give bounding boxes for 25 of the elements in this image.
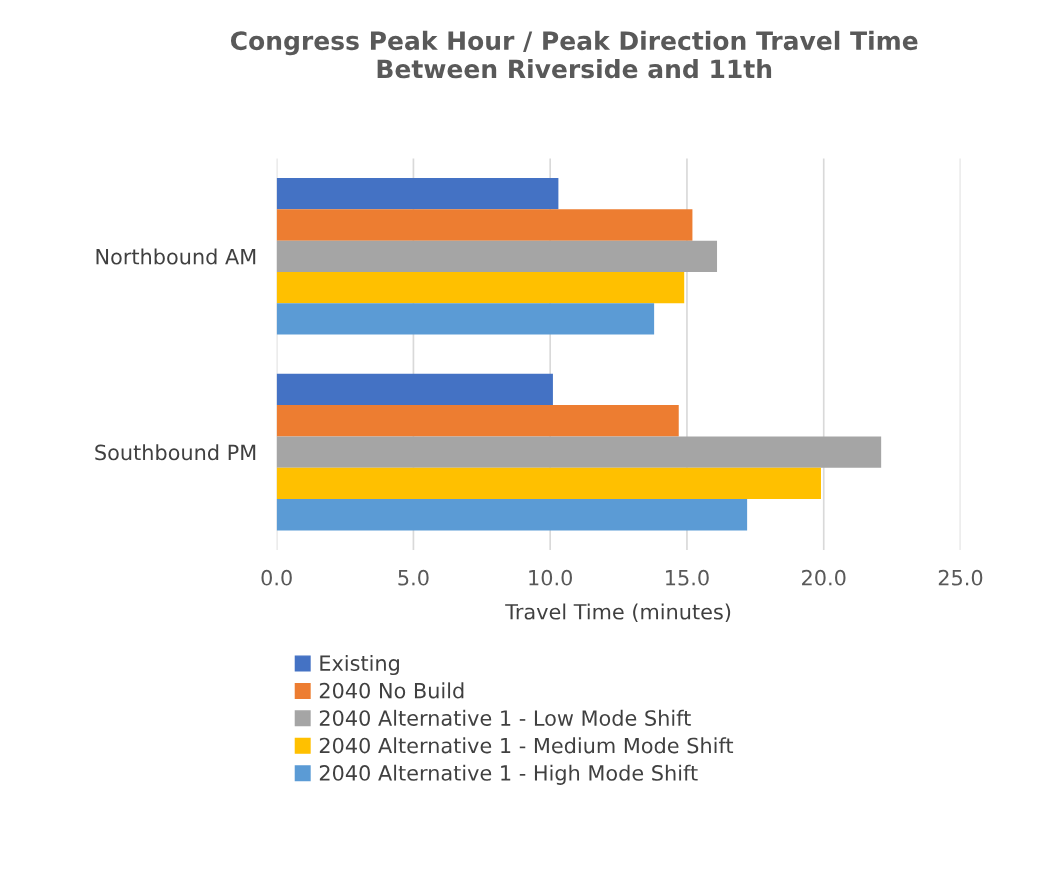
legend-label: Existing <box>320 654 399 676</box>
bar <box>276 240 718 272</box>
x-tick-label: 20.0 <box>802 569 846 586</box>
bar <box>276 373 553 406</box>
bar <box>276 209 693 241</box>
bar <box>276 271 685 304</box>
y-tick-label: Northbound AM <box>96 248 256 265</box>
x-axis-title: Travel Time (minutes) <box>505 603 731 623</box>
x-tick-label: 15.0 <box>666 569 709 586</box>
x-tick-label: 25.0 <box>938 569 983 586</box>
bar <box>276 467 821 500</box>
chart-title: Congress Peak Hour / Peak Direction Travel Time Between Riverside and 11th <box>230 30 918 79</box>
x-tick-label: 5.0 <box>398 569 429 586</box>
bar <box>276 436 882 468</box>
x-tick-label: 10.0 <box>529 569 572 586</box>
bar <box>276 177 559 210</box>
legend-label: 2040 Alternative 1 - High Mode Shift <box>319 764 698 785</box>
y-tick-label: Southbound PM <box>95 444 256 461</box>
bar <box>276 499 748 531</box>
bar <box>276 405 679 437</box>
bar <box>276 303 655 335</box>
x-tick-label: 0.0 <box>261 569 292 586</box>
legend-label: 2040 Alternative 1 - Low Mode Shift <box>319 709 691 726</box>
legend-label: 2040 Alternative 1 - Medium Mode Shift <box>319 737 734 754</box>
legend-label: 2040 No Build <box>319 682 464 699</box>
